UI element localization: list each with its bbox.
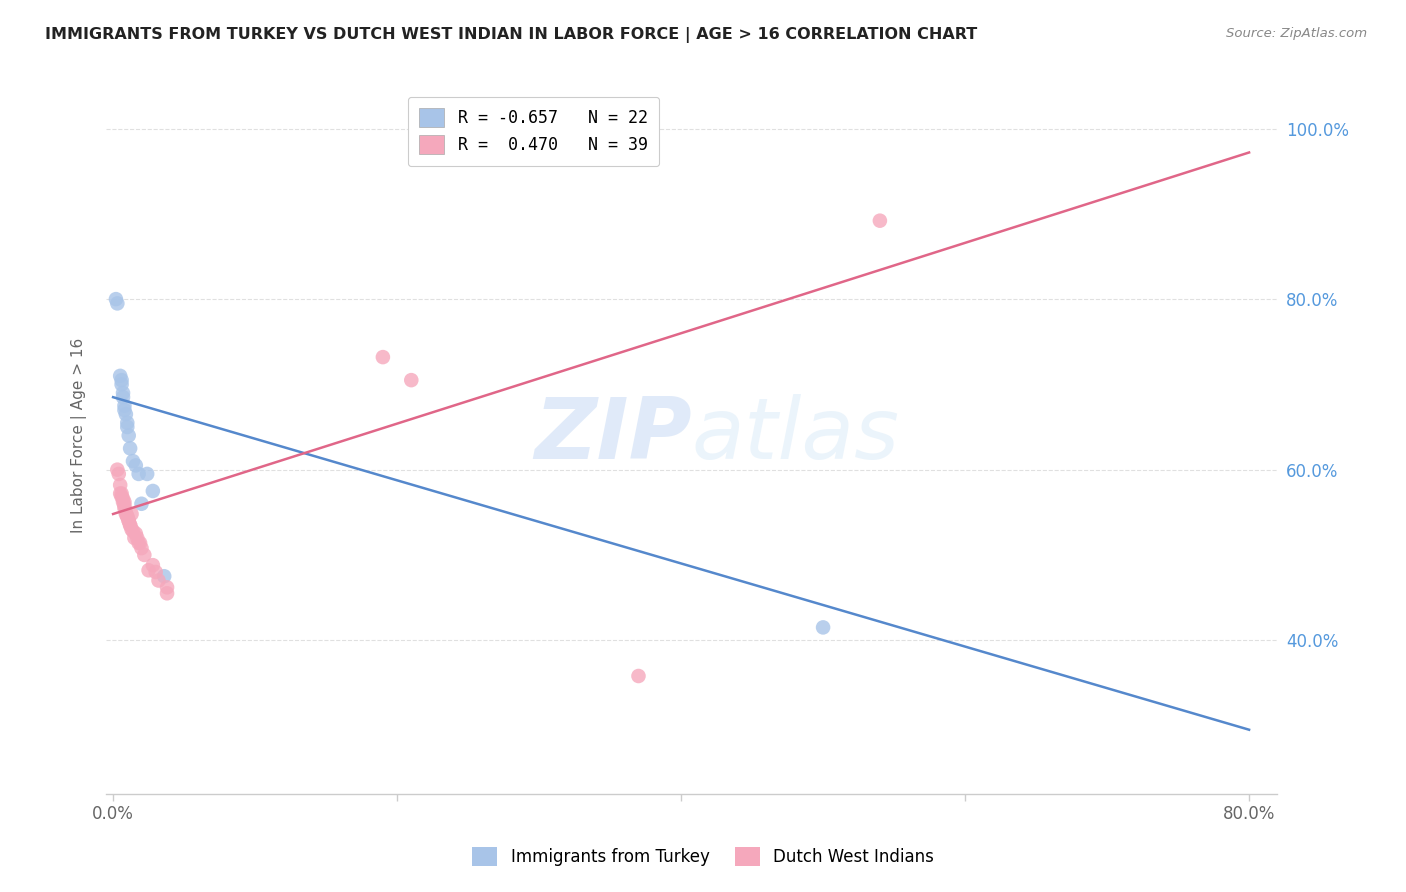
Point [112,491,135,506]
Point [105,296,128,310]
Point [120,518,142,533]
Point [108,486,131,500]
Point [125,458,148,473]
Point [118,514,141,528]
Y-axis label: In Labor Force | Age > 16: In Labor Force | Age > 16 [72,338,87,533]
Point [371,350,394,364]
Point [148,574,170,588]
Point [110,377,132,392]
Point [121,522,143,536]
Point [114,499,136,513]
Legend: R = -0.657   N = 22, R =  0.470   N = 39: R = -0.657 N = 22, R = 0.470 N = 39 [408,96,659,166]
Point [115,505,138,519]
Point [117,509,139,524]
Point [131,541,153,555]
Point [120,442,142,456]
Point [128,467,150,481]
Point [129,536,152,550]
Point [105,463,128,477]
Point [145,565,167,579]
Point [104,292,127,306]
Point [115,407,138,421]
Point [108,478,131,492]
Point [138,563,160,577]
Point [114,501,136,516]
Text: IMMIGRANTS FROM TURKEY VS DUTCH WEST INDIAN IN LABOR FORCE | AGE > 16 CORRELATIO: IMMIGRANTS FROM TURKEY VS DUTCH WEST IND… [45,27,977,43]
Point [110,486,132,500]
Point [114,495,136,509]
Point [134,548,156,562]
Point [114,403,136,417]
Point [156,586,179,600]
Point [122,454,145,468]
Point [118,428,141,442]
Point [114,399,136,413]
Point [107,467,129,481]
Point [125,526,148,541]
Point [117,416,139,430]
Point [115,507,138,521]
Point [112,495,135,509]
Point [117,420,139,434]
Point [110,373,132,387]
Point [117,509,139,524]
Point [110,490,132,504]
Text: atlas: atlas [692,394,900,477]
Point [627,669,650,683]
Text: ZIP: ZIP [534,394,692,477]
Point [153,569,176,583]
Point [142,558,165,573]
Text: Source: ZipAtlas.com: Source: ZipAtlas.com [1226,27,1367,40]
Point [118,514,141,528]
Point [156,580,179,594]
Point [811,620,834,634]
Legend: Immigrants from Turkey, Dutch West Indians: Immigrants from Turkey, Dutch West India… [465,840,941,873]
Point [136,467,159,481]
Point [112,390,135,404]
Point [131,497,153,511]
Point [121,507,143,521]
Point [401,373,423,387]
Point [112,385,135,400]
Point [122,524,145,538]
Point [124,531,146,545]
Point [127,531,149,545]
Point [108,368,131,383]
Point [142,483,165,498]
Point [120,518,142,533]
Point [869,213,891,227]
Point [128,536,150,550]
